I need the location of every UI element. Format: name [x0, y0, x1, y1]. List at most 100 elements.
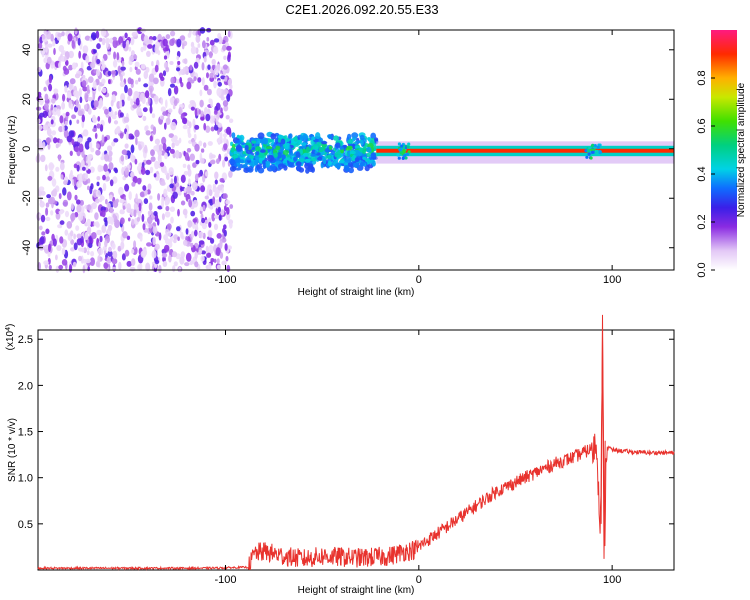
- spectrogram-cell: [258, 154, 264, 158]
- snr-spike: [600, 331, 606, 559]
- spectrogram-cell: [328, 145, 333, 151]
- spectrogram-cell: [267, 138, 273, 143]
- spectrogram-cell: [299, 135, 304, 142]
- spectrogram-cell: [305, 146, 310, 154]
- spectrogram-cell: [59, 162, 65, 171]
- spectrogram-cell: [119, 132, 124, 139]
- spectrogram-cell: [288, 133, 293, 139]
- spectrogram-cell: [105, 198, 108, 205]
- spectrogram-cell: [46, 30, 52, 40]
- spectrogram-cell: [99, 97, 103, 106]
- spectrogram-region-3: [376, 141, 674, 164]
- spectrogram-cell: [140, 63, 146, 70]
- spectrogram-cell: [86, 226, 92, 234]
- spectrogram-cell: [315, 132, 321, 140]
- spectrogram-cell: [73, 163, 78, 169]
- spectrogram-cell: [227, 30, 231, 38]
- spectrogram-cell: [115, 198, 119, 203]
- spectrogram-cell: [227, 79, 232, 86]
- spectrogram-cell: [400, 144, 404, 148]
- spectrogram-cell: [111, 141, 116, 147]
- spectrogram-cell: [171, 142, 175, 149]
- spectrogram-cell: [87, 137, 92, 143]
- spectrogram-cell: [100, 28, 107, 37]
- spectrogram-cell: [208, 98, 212, 104]
- spectrogram-cell: [84, 172, 89, 180]
- spectrogram-cell: [94, 212, 99, 221]
- spectrogram-cell: [52, 39, 56, 47]
- spectrogram-cell: [244, 144, 249, 151]
- spectrogram-cell: [228, 118, 234, 124]
- spectrogram-cell: [120, 93, 126, 102]
- spectrogram-cell: [265, 161, 271, 168]
- spectrogram-cell: [45, 44, 48, 53]
- spectrogram-cell: [176, 67, 181, 72]
- spectrogram-cell: [44, 93, 49, 101]
- spectrogram-cell: [38, 225, 43, 231]
- spectrogram-cell: [138, 202, 142, 212]
- spectrogram-cell: [217, 36, 223, 45]
- spectrogram-cell: [147, 39, 153, 45]
- spectrogram-cell: [222, 89, 229, 95]
- spectrogram-cell: [111, 242, 116, 250]
- spectrogram-cell: [145, 169, 151, 175]
- spectrogram-cell: [122, 40, 126, 49]
- spectrogram-cell: [158, 264, 162, 274]
- spectrogram-cell: [82, 129, 89, 137]
- spectrogram-cell: [202, 204, 206, 210]
- colorbar-label: Normalized spectral amplitude: [736, 82, 747, 217]
- spectrogram-cell: [77, 137, 83, 143]
- spectrogram-cell: [37, 124, 43, 131]
- snr-x-tick-label: -100: [214, 574, 236, 586]
- spectrogram-cell: [130, 78, 134, 85]
- spectrogram-cell: [198, 240, 205, 245]
- spectrogram-cell: [64, 85, 68, 93]
- spectrogram-cell: [76, 181, 82, 188]
- spectrogram-cell: [81, 80, 87, 87]
- spectrogram-cell: [165, 99, 168, 108]
- spectrogram-cell: [128, 55, 135, 62]
- spectrogram-cell: [58, 62, 62, 69]
- spectrogram-cell: [213, 46, 219, 55]
- spectrogram-cell: [219, 132, 223, 140]
- spectrogram-cell: [304, 158, 311, 163]
- spectrogram-cell: [194, 229, 198, 237]
- spectrogram-cell: [181, 43, 185, 50]
- spectrogram-cell: [208, 189, 213, 197]
- spectrogram-cell: [397, 142, 401, 146]
- spectrogram-cell: [185, 228, 189, 235]
- spectrogram-cell: [135, 137, 138, 146]
- spectrogram-cell: [82, 166, 86, 171]
- spectrogram-cell: [38, 42, 43, 49]
- spectrogram-cell: [48, 83, 53, 92]
- spectrogram-cell: [161, 115, 165, 120]
- spectrogram-cell: [206, 72, 209, 79]
- spectrogram-cell: [67, 33, 73, 42]
- spectrogram-cell: [108, 246, 112, 252]
- spectrogram-cell: [47, 43, 53, 48]
- spectrogram-cell: [257, 132, 265, 140]
- spectrogram-cell: [148, 202, 153, 211]
- spectrogram-cell: [200, 185, 206, 193]
- spectrogram-cell: [152, 126, 157, 135]
- spectrogram-cell: [187, 168, 192, 177]
- spectrogram-cell: [311, 136, 316, 140]
- spectrogram-cell: [135, 68, 141, 75]
- spectrogram-cell: [231, 132, 236, 139]
- spectrogram-cell: [298, 158, 305, 163]
- colorbar-axes: 0.0 0.2 0.4 0.6 0.8: [696, 70, 715, 278]
- spectrogram-cell: [204, 195, 209, 200]
- spectrogram-cell: [111, 258, 118, 265]
- spectrogram-cell: [225, 199, 231, 205]
- spectrogram-cell: [206, 188, 210, 197]
- spectrogram-cell: [148, 73, 155, 83]
- spectrogram-cell: [147, 183, 152, 191]
- spectrogram-cell: [588, 146, 592, 150]
- colorbar-tick-label: 0.6: [696, 118, 708, 133]
- spectrogram-cell: [265, 146, 273, 150]
- spectrogram-cell: [114, 168, 118, 174]
- spectrogram-cell: [370, 132, 377, 140]
- spectrogram-cell: [205, 171, 209, 177]
- spectrogram-cell: [136, 165, 142, 172]
- spectrogram-cell: [317, 156, 323, 161]
